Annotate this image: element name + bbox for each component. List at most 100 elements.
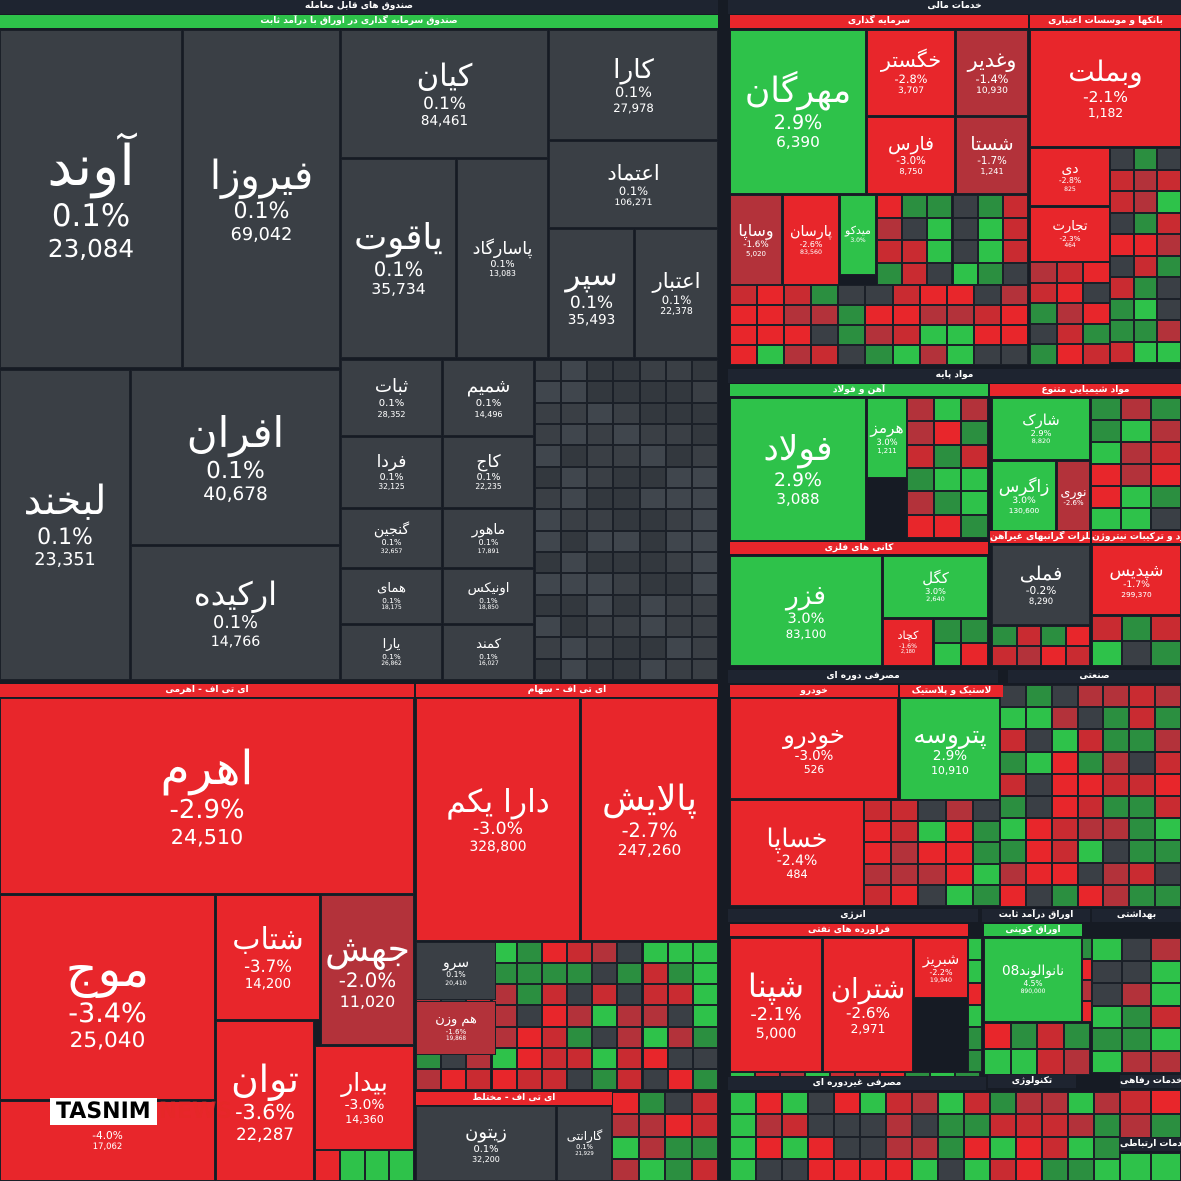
section-header: تولید فلزات گرانبهای غیرآهن: [990, 531, 1090, 543]
stock-tile: یاقوت 0.1% 35,734: [341, 159, 456, 358]
small-tile: [1068, 1092, 1094, 1115]
stock-change: 2.9%: [932, 749, 968, 765]
small-tile: [613, 530, 640, 552]
stock-name: اعتماد: [607, 160, 660, 185]
small-tile: [990, 1092, 1016, 1115]
stock-tile: گارانتی 0.1% 21,929: [557, 1106, 612, 1181]
stock-volume: 17,062: [92, 1141, 123, 1152]
small-tile: [1120, 1090, 1151, 1114]
stock-name: فیروزا: [209, 153, 314, 200]
small-tile: [665, 594, 692, 616]
stock-volume: 2,640: [926, 595, 945, 604]
small-tile: [811, 285, 839, 305]
small-tile: [1030, 323, 1057, 345]
small-tile: [667, 1005, 693, 1027]
small-tile: [990, 1158, 1016, 1181]
small-tile: [784, 345, 812, 365]
small-tile: [1051, 707, 1078, 730]
small-tile: [1051, 818, 1078, 841]
stock-tile: فردا 0.1% 32,125: [341, 437, 442, 508]
small-tile: [968, 1005, 982, 1028]
small-tile: [946, 305, 974, 325]
section-header: کود و ترکیبات نیتروژن: [1092, 531, 1181, 543]
small-tile: [587, 381, 614, 403]
stock-change: 3.0%: [876, 437, 898, 448]
small-tile: [1151, 1050, 1181, 1073]
small-tile: [973, 325, 1001, 345]
small-tile: [665, 1114, 692, 1137]
small-tile: [934, 468, 961, 492]
small-tile: [902, 240, 928, 263]
small-tile: [587, 424, 614, 446]
small-tile: [691, 552, 718, 574]
stock-volume: 84,461: [420, 112, 469, 129]
small-tile: [642, 963, 668, 985]
small-tile: [587, 402, 614, 424]
small-tile: [961, 619, 988, 643]
stock-change: 0.1%: [615, 85, 652, 102]
small-tile: [927, 195, 953, 218]
stock-tile: فیروزا 0.1% 69,042: [183, 30, 340, 368]
stock-name: هم وزن: [435, 1012, 477, 1028]
small-tile: [1030, 344, 1057, 365]
small-tile: [1077, 884, 1104, 907]
small-tile: [1150, 1114, 1181, 1138]
small-tile: [918, 800, 946, 822]
small-tile: [1042, 1136, 1068, 1159]
section-header: مواد شیمیایی متنوع: [990, 384, 1181, 396]
small-tile: [780, 1072, 805, 1077]
small-tile: [561, 594, 588, 616]
small-tile: [561, 424, 588, 446]
small-tile: [639, 424, 666, 446]
stock-change: 0.1%: [378, 398, 405, 410]
stock-tile: پتروسه 2.9% 10,910: [900, 698, 1000, 800]
stock-name: کیان: [416, 57, 473, 94]
stock-tile: فملی -0.2% 8,290: [992, 545, 1090, 625]
small-tile: [892, 325, 920, 345]
small-tile: [592, 984, 618, 1006]
small-tile: [665, 573, 692, 595]
small-tile: [1151, 398, 1181, 420]
stock-tile: همای 0.1% 18,175: [341, 569, 442, 624]
small-tile: [592, 1047, 618, 1069]
stock-tile: پاسارگاد 0.1% 13,083: [457, 159, 548, 358]
small-tile: [1150, 1153, 1181, 1181]
stock-change: -2.0%: [338, 969, 397, 993]
small-tile: [613, 509, 640, 531]
small-tile: [1000, 796, 1026, 819]
small-tile: [665, 360, 692, 382]
stock-name: شمیم: [466, 376, 511, 398]
small-tile: [516, 942, 542, 964]
small-tile: [886, 1158, 912, 1181]
small-tile: [639, 509, 666, 531]
small-tile: [1077, 840, 1104, 863]
section-header: مواد پایه: [728, 369, 1181, 383]
small-tile: [891, 821, 919, 843]
small-tile: [1051, 884, 1078, 907]
small-tile: [639, 573, 666, 595]
stock-change: 0.1%: [382, 651, 401, 661]
small-tile: [613, 466, 640, 488]
small-tile: [1037, 1049, 1064, 1075]
stock-name: پتروسه: [913, 719, 987, 749]
stock-tile: لبخند 0.1% 23,351: [0, 370, 130, 680]
small-tile: [1092, 1005, 1122, 1028]
small-tile: [617, 1005, 643, 1027]
stock-change: 0.1%: [618, 183, 649, 198]
stock-change: -1.4%: [975, 72, 1009, 87]
small-tile: [1091, 398, 1121, 420]
small-tile: [755, 1072, 780, 1077]
small-tile: [691, 445, 718, 467]
stock-volume: 10,910: [931, 763, 969, 777]
small-tile: [613, 552, 640, 574]
small-tile: [613, 658, 640, 680]
stock-tile: زاگرس 3.0% 130,600: [992, 461, 1056, 531]
stock-change: 0.1%: [446, 970, 466, 980]
small-tile: [1121, 1028, 1152, 1051]
small-tile: [1010, 1049, 1037, 1075]
stock-change: -2.6%: [1063, 499, 1084, 508]
small-tile: [1025, 729, 1052, 752]
small-tile: [691, 594, 718, 616]
small-tile: [1083, 282, 1110, 304]
